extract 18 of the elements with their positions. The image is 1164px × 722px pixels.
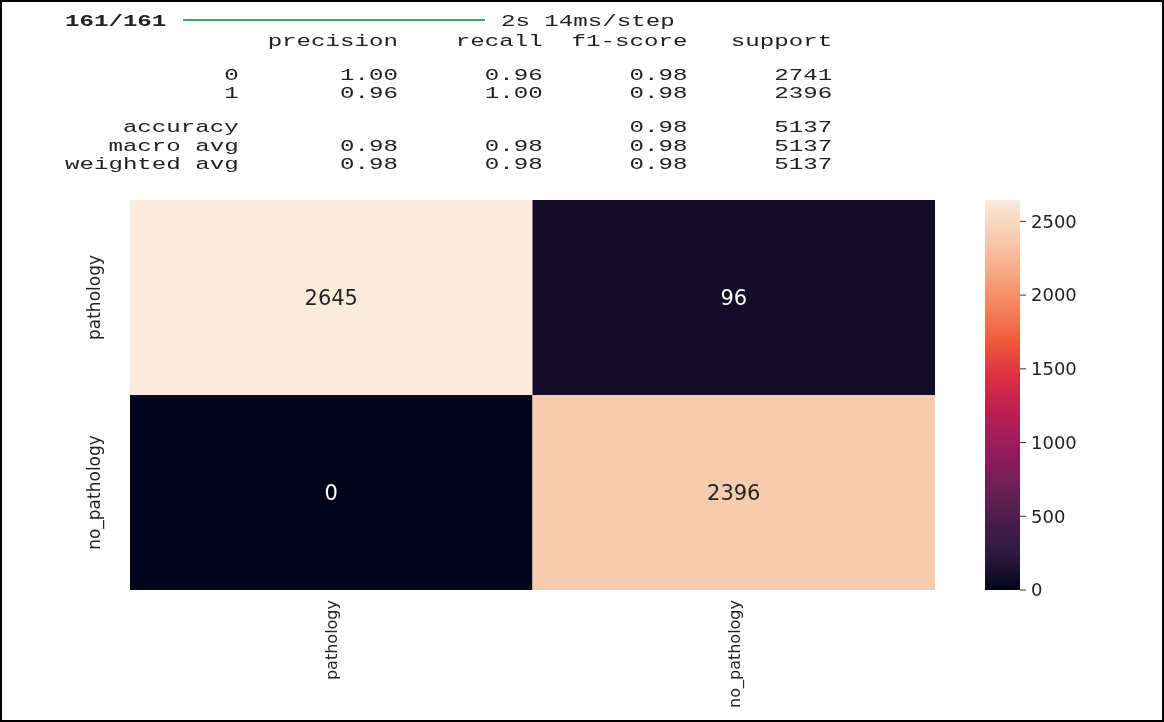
color-bar-label: 0 — [1031, 579, 1043, 601]
data-label: 96 — [720, 285, 748, 310]
data-label: 2396 — [707, 480, 761, 505]
color-bar-label: 1500 — [1031, 358, 1077, 380]
color-bar-label: 2000 — [1031, 284, 1077, 306]
text: 0 1.00 0.96 0.98 2741 — [65, 66, 833, 85]
data-label: 2645 — [304, 285, 358, 310]
color-bar-label: 1000 — [1031, 431, 1077, 453]
text: accuracy 0.98 5137 — [65, 118, 833, 138]
text: 161/161 — [65, 12, 167, 31]
text: macro avg 0.98 0.98 0.98 5137 — [65, 137, 833, 156]
text: 1 0.96 1.00 0.98 2396 — [65, 84, 833, 104]
text: weighted avg 0.98 0.98 0.98 5137 — [65, 155, 833, 175]
text: precision recall f1-score support — [65, 32, 833, 51]
color-bar-label: 500 — [1031, 505, 1066, 527]
text: 2s 14ms/step — [500, 12, 675, 31]
color-bar-label: 2500 — [1031, 210, 1077, 232]
data-label: 0 — [324, 480, 338, 505]
